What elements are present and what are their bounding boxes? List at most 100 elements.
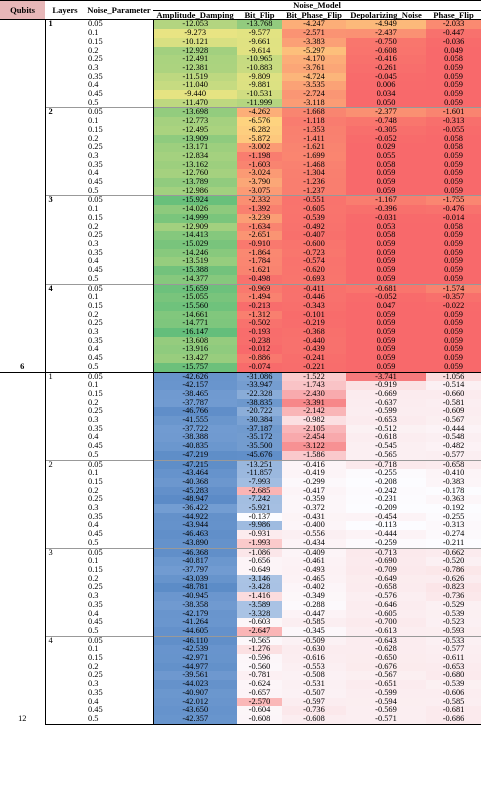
value-cell-bit-phase-flip: -1.236 [282,178,346,187]
table-row: 0.3 -12.381 -10.883 -3.761 -0.261 0.059 [0,63,481,73]
layers-cell [45,178,85,187]
value-cell-bit-phase-flip: -4.724 [282,72,346,82]
layers-cell [45,214,85,223]
value-cell-phase-flip: -0.274 [426,530,481,539]
table-row: 0.15 -12.495 -6.282 -1.353 -0.305 -0.055 [0,125,481,135]
noise-parameter-cell: 0.1 [88,469,99,478]
value-cell-bit-flip: -0.137 [237,512,282,522]
layers-cell [45,187,85,196]
layers-cell [45,451,85,460]
value-cell-phase-flip: 0.049 [426,46,481,56]
value-cell-amplitude-damping: -42.971 [152,654,237,663]
table-row: 0.5 -11.470 -11.999 -3.118 0.050 0.059 [0,98,481,108]
column-header-phase-flip: Phase_Flip [426,10,481,21]
value-cell-phase-flip: 0.059 [426,354,481,363]
table-row: 0.15 -38.465 -22.328 -2.430 -0.669 -0.660 [0,389,481,399]
value-cell-phase-flip: -0.410 [426,469,481,478]
table-row: 0.15 -15.560 -0.213 -0.343 0.047 -0.022 [0,301,481,311]
table-row: 0.3 -16.147 -0.193 -0.368 0.059 0.059 [0,328,481,337]
value-cell-amplitude-damping: -48.947 [152,495,237,505]
value-cell-bit-phase-flip: -0.101 [282,310,346,320]
value-cell-bit-flip: -0.931 [237,530,282,539]
value-cell-amplitude-damping: -40.907 [152,688,237,698]
value-cell-phase-flip: -0.014 [426,213,481,223]
value-cell-bit-flip: -6.576 [237,117,282,126]
table-row: 0.45 -13.789 -3.790 -1.236 0.059 0.059 [0,178,481,187]
value-cell-phase-flip: -0.548 [426,433,481,443]
value-cell-depolarizing-noise: -0.613 [346,626,426,637]
value-cell-bit-phase-flip: -0.508 [282,671,346,681]
value-cell-phase-flip: -0.606 [426,688,481,698]
table-row: 0.4 -43.944 -9.986 -0.400 -0.113 -0.313 [0,521,481,531]
value-cell-bit-flip: -1.603 [237,160,282,170]
value-cell-bit-phase-flip: -2.430 [282,389,346,399]
table-row: 0.1 -40.817 -0.656 -0.461 -0.690 -0.520 [0,557,481,566]
layers-cell [45,627,85,636]
layers-cell: 4 [45,635,85,646]
noise-parameter-cell: 0.5 [88,98,99,107]
value-cell-phase-flip: -0.681 [426,706,481,715]
value-cell-bit-flip: -1.864 [237,248,282,258]
value-cell-phase-flip: 0.059 [426,362,481,373]
value-cell-bit-phase-flip: -5.297 [282,46,346,56]
value-cell-phase-flip: 0.059 [426,248,481,258]
value-cell-bit-phase-flip: -0.368 [282,328,346,337]
layers-cell [45,381,85,390]
value-cell-phase-flip: 0.059 [426,151,481,161]
value-cell-bit-flip: -9.661 [237,37,282,47]
value-cell-amplitude-damping: -47.219 [152,450,237,461]
value-cell-bit-phase-flip: -0.407 [282,231,346,240]
value-cell-depolarizing-noise: 0.059 [346,186,426,196]
noise-parameter-cell: 0.25 [88,143,103,152]
value-cell-phase-flip: -0.482 [426,442,481,451]
table-row: 0.5 -15.757 -0.074 -0.221 0.059 0.059 [0,362,481,373]
table-row: 0.4 -11.040 -9.881 -3.535 0.006 0.059 [0,81,481,91]
value-cell-depolarizing-noise: -0.052 [346,293,426,302]
table-row: 0.1 -43.464 -11.857 -0.419 -0.255 -0.410 [0,469,481,478]
value-cell-phase-flip: 0.059 [426,239,481,249]
table-row: 0.45 -9.440 -10.531 -2.724 0.034 0.059 [0,90,481,99]
value-cell-depolarizing-noise: -0.571 [346,714,426,725]
table-row: 12 1 0.05 -42.626 -31.086 -1.522 -3.741 -1.056 [0,371,481,725]
value-cell-amplitude-damping: -43.464 [152,469,237,478]
layers-header: Layers [45,0,85,21]
value-cell-depolarizing-noise: -2.437 [346,29,426,38]
noise-parameter-cell: 0.2 [88,222,99,231]
value-cell-bit-flip: -1.993 [237,538,282,549]
value-cell-bit-flip: -13.251 [237,459,282,470]
value-cell-phase-flip: -0.609 [426,407,481,417]
table-row: 0.45 -40.835 -35.500 -3.122 -0.545 -0.482 [0,442,481,451]
value-cell-amplitude-damping: -14.771 [152,319,237,329]
value-cell-phase-flip: -0.363 [426,495,481,505]
value-cell-phase-flip: -0.626 [426,574,481,584]
table-row: 0.3 -41.555 -30.384 -0.982 -0.653 -0.567 [0,416,481,425]
layers-cell [45,478,85,487]
layers-cell: 3 [45,195,85,206]
value-cell-depolarizing-noise: -0.658 [346,583,426,593]
value-cell-depolarizing-noise: -0.919 [346,381,426,390]
value-cell-phase-flip: -0.383 [426,477,481,487]
value-cell-amplitude-damping: -39.561 [152,671,237,681]
value-cell-bit-phase-flip: -1.411 [282,134,346,144]
value-cell-bit-flip: -0.565 [237,635,282,646]
value-cell-bit-phase-flip: -0.608 [282,714,346,725]
value-cell-phase-flip: -0.178 [426,486,481,496]
table-row: 2 0.05 -47.215 -13.251 -0.416 -0.718 -0.658 [0,459,481,470]
noise-parameter-cell: 0.15 [88,37,103,46]
value-cell-phase-flip: 0.059 [426,72,481,82]
value-cell-bit-phase-flip: -0.616 [282,654,346,663]
table-row: 0.4 -42.179 -3.328 -0.447 -0.605 -0.539 [0,609,481,619]
table-row: 0.15 -10.121 -9.661 -3.383 -0.750 -0.036 [0,37,481,47]
value-cell-amplitude-damping: -40.835 [152,442,237,451]
noise-parameter-cell: 0.4 [88,169,99,178]
value-cell-depolarizing-noise: 0.059 [346,239,426,249]
layers-cell [45,266,85,275]
noise-parameter-cell: 0.4 [88,345,99,354]
noise-parameter-cell: 0.25 [88,319,103,328]
value-cell-bit-phase-flip: -0.416 [282,459,346,470]
layers-cell [45,319,85,328]
noise-parameter-cell: 0.3 [88,416,99,425]
table-row: 0.5 -43.890 -1.993 -0.434 -0.259 -0.211 [0,538,481,549]
value-cell-amplitude-damping: -42.357 [152,714,237,725]
table-row: 0.35 -37.722 -37.187 -2.105 -0.512 -0.444 [0,424,481,434]
